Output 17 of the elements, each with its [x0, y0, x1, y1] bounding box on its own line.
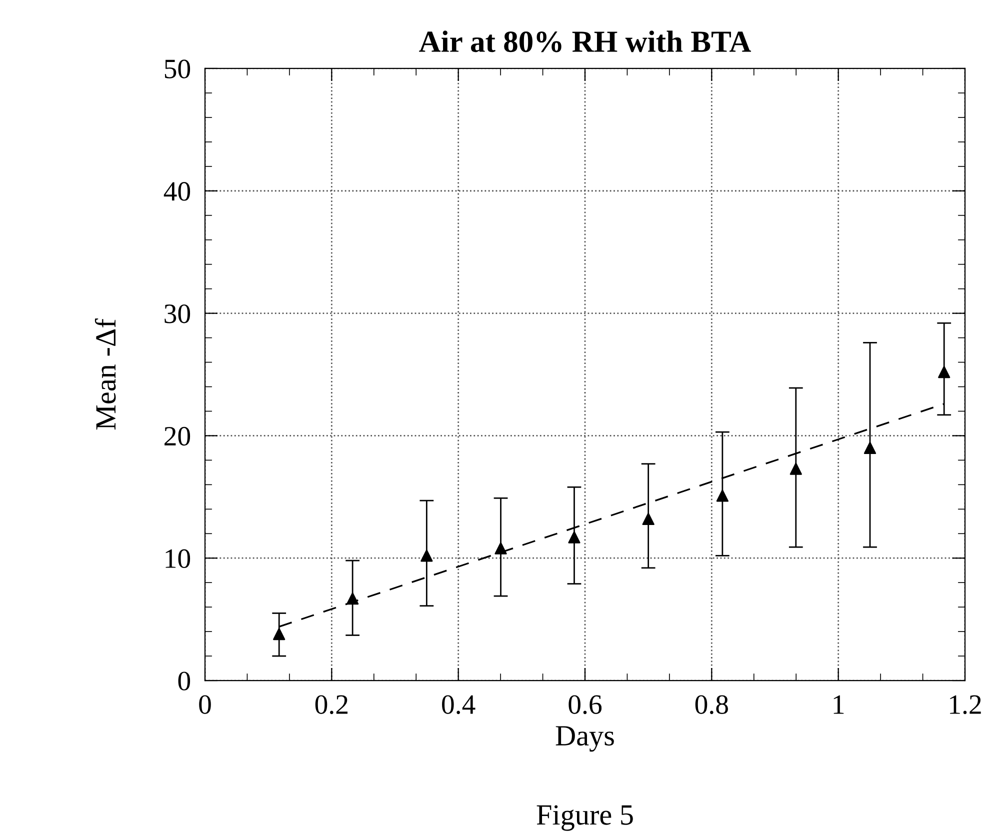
y-tick-label: 10: [166, 549, 190, 568]
x-tick-label: 0.8: [695, 695, 728, 714]
x-tick-label: 0.4: [442, 695, 476, 714]
x-tick-label: 1: [834, 695, 844, 714]
x-tick-label: 0: [199, 695, 211, 714]
x-tick-label: 1.2: [950, 695, 981, 714]
caption: Figure 5: [536, 805, 633, 831]
y-tick-label: 0: [178, 672, 190, 690]
x-tick-label: 0.6: [568, 695, 602, 714]
y-tick-label: 30: [164, 304, 190, 324]
y-axis-title: Mean -Δf: [94, 318, 116, 430]
y-tick-label: 50: [164, 60, 190, 78]
x-tick-label: 0.2: [315, 695, 348, 714]
y-tick-label: 40: [164, 182, 190, 201]
chart-title: Air at 80% RH with BTA: [419, 30, 752, 52]
y-tick-label: 20: [164, 426, 190, 446]
x-axis-title: Days: [556, 726, 614, 752]
